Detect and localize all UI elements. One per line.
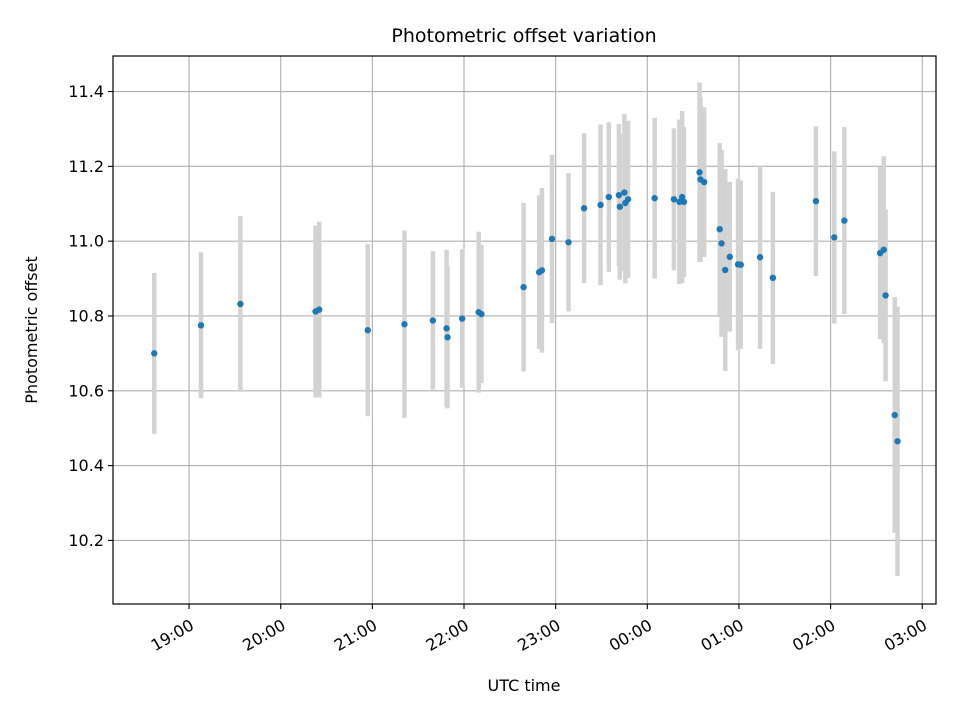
x-tick-label: 21:00: [331, 615, 380, 655]
data-point: [429, 317, 437, 324]
x-tick-label: 02:00: [789, 615, 838, 655]
x-tick-label: 23:00: [514, 615, 563, 655]
data-point: [580, 205, 588, 212]
data-point: [316, 306, 323, 313]
data-point: [615, 191, 623, 199]
data-point: [670, 196, 678, 203]
data-point: [678, 193, 686, 201]
data-point: [769, 274, 777, 282]
data-point: [676, 198, 683, 206]
data-point: [364, 326, 371, 334]
x-tick-label: 00:00: [606, 615, 655, 655]
error-bars: [151, 82, 900, 576]
data-point: [237, 300, 244, 308]
data-point: [831, 234, 838, 241]
y-tick-label: 11.2: [68, 157, 104, 176]
data-point: [565, 239, 572, 246]
data-point: [605, 193, 613, 201]
data-point: [696, 169, 703, 176]
y-tick-label: 11.0: [68, 232, 104, 251]
data-point: [624, 196, 632, 203]
data-point: [538, 267, 546, 274]
data-point: [726, 253, 733, 261]
data-point: [882, 292, 889, 299]
data-point: [722, 266, 729, 274]
axis-ticks: 19:00 20:00 21:00 22:00 23:00 00:00 01:00 02:00…: [68, 82, 930, 655]
y-tick-label: 10.8: [68, 306, 104, 325]
data-point: [401, 321, 408, 328]
data-point: [880, 246, 887, 253]
data-point: [812, 197, 820, 205]
data-point: [700, 178, 708, 186]
data-point: [597, 201, 604, 209]
data-point: [443, 325, 450, 332]
data-point: [737, 261, 744, 268]
data-points: [151, 169, 901, 445]
data-point: [841, 217, 848, 224]
data-point: [478, 310, 485, 318]
data-point: [894, 438, 901, 445]
x-tick-label: 19:00: [148, 615, 197, 655]
x-tick-label: 01:00: [698, 615, 747, 655]
chart-title: Photometric offset variation: [391, 25, 656, 47]
data-point: [621, 189, 628, 196]
x-tick-label: 22:00: [423, 615, 472, 655]
data-point: [616, 203, 624, 210]
x-tick-label: 20:00: [239, 615, 288, 655]
data-point: [716, 225, 723, 233]
data-point: [548, 235, 556, 243]
data-point: [444, 334, 451, 341]
data-point: [756, 254, 764, 261]
data-point: [718, 240, 725, 247]
y-tick-label: 10.2: [68, 531, 104, 550]
y-axis-label: Photometric offset: [22, 256, 41, 404]
x-tick-label: 03:00: [881, 615, 930, 655]
data-point: [151, 350, 158, 357]
data-point: [197, 322, 205, 329]
y-tick-label: 10.4: [68, 456, 104, 475]
y-tick-label: 11.4: [68, 82, 104, 101]
data-point: [458, 315, 466, 322]
data-point: [651, 194, 658, 202]
data-point: [520, 283, 527, 291]
x-axis-label: UTC time: [488, 676, 561, 695]
data-point: [891, 411, 898, 419]
plot-frame: [112, 55, 937, 605]
data-point: [680, 198, 688, 206]
y-tick-label: 10.6: [68, 381, 104, 400]
